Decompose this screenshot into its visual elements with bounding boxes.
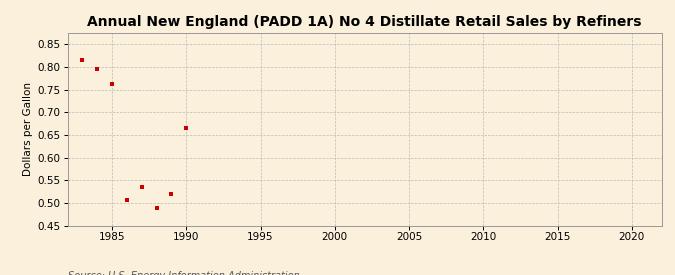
Point: [77, 58, 88, 62]
Point: [122, 197, 132, 202]
Point: [166, 192, 177, 196]
Y-axis label: Dollars per Gallon: Dollars per Gallon: [23, 82, 33, 176]
Point: [92, 67, 103, 72]
Point: [107, 81, 117, 86]
Title: Annual New England (PADD 1A) No 4 Distillate Retail Sales by Refiners: Annual New England (PADD 1A) No 4 Distil…: [87, 15, 642, 29]
Point: [151, 206, 162, 210]
Point: [181, 126, 192, 130]
Point: [136, 185, 147, 190]
Text: Source: U.S. Energy Information Administration: Source: U.S. Energy Information Administ…: [68, 271, 299, 275]
